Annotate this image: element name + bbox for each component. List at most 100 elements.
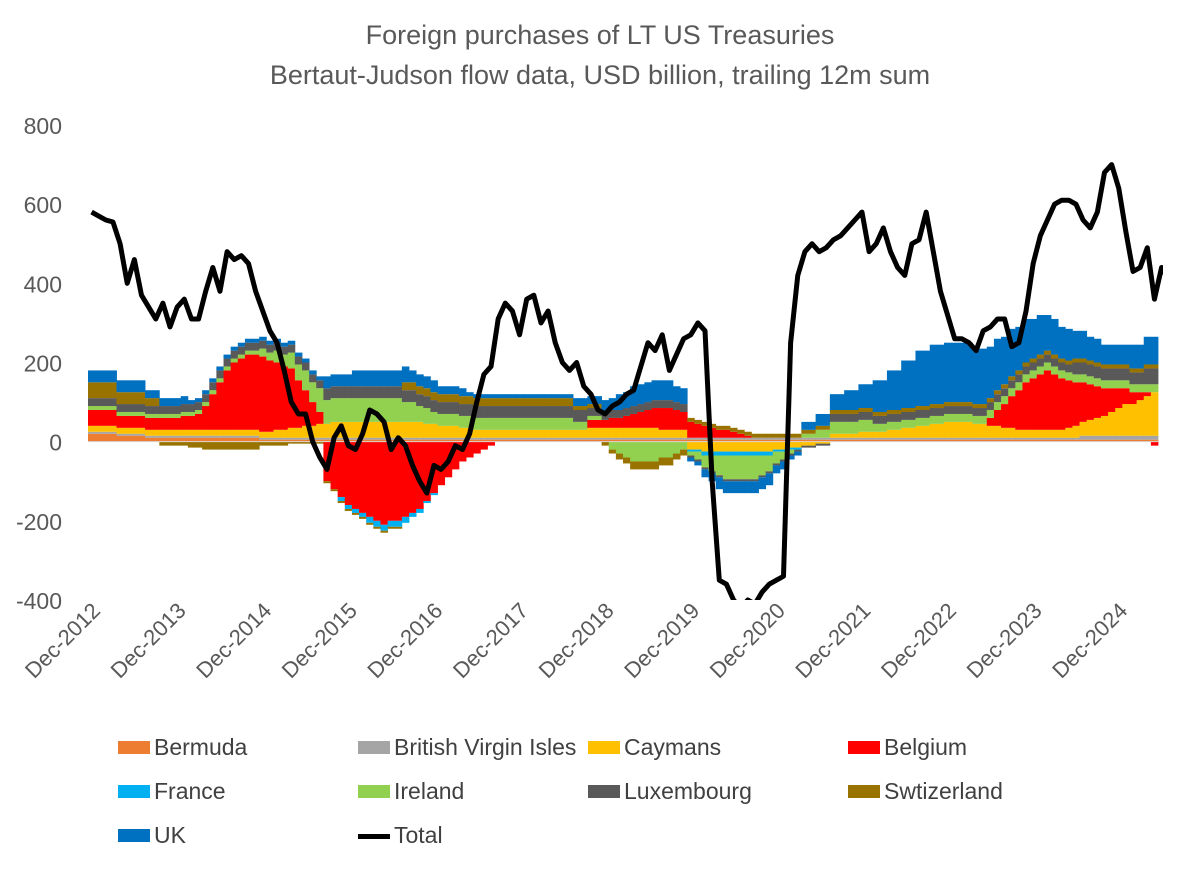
y-tick-label: -400 bbox=[16, 588, 62, 614]
bar-caymans bbox=[929, 423, 938, 438]
bar-british-virgin-isles bbox=[195, 435, 203, 438]
bar-bermuda bbox=[694, 439, 702, 442]
bar-belgium bbox=[644, 410, 652, 428]
bar-bermuda bbox=[744, 439, 752, 442]
bar-uk bbox=[173, 398, 182, 407]
bar-caymans bbox=[551, 429, 560, 438]
bar-swtizerland bbox=[558, 398, 567, 407]
bar-caymans bbox=[273, 429, 281, 438]
bar-british-virgin-isles bbox=[1036, 437, 1045, 440]
bar-british-virgin-isles bbox=[573, 437, 581, 440]
bar-ireland bbox=[316, 388, 324, 412]
legend-swatch bbox=[848, 741, 880, 754]
bar-swtizerland bbox=[487, 398, 495, 407]
bar-uk bbox=[516, 394, 524, 399]
bar-british-virgin-isles bbox=[166, 435, 174, 438]
bar-caymans bbox=[922, 425, 931, 438]
bar-british-virgin-isles bbox=[587, 437, 595, 440]
bar-luxembourg bbox=[159, 406, 167, 414]
bar-ireland bbox=[580, 421, 588, 430]
bar-swtizerland bbox=[294, 441, 303, 444]
bar-british-virgin-isles bbox=[1008, 437, 1016, 440]
bar-uk bbox=[216, 366, 224, 371]
chart-title: Foreign purchases of LT US Treasuries bbox=[365, 20, 835, 50]
bar-british-virgin-isles bbox=[109, 431, 117, 434]
bar-luxembourg bbox=[423, 396, 431, 409]
bar-british-virgin-isles bbox=[130, 433, 139, 436]
bar-luxembourg bbox=[458, 404, 467, 416]
bar-british-virgin-isles bbox=[986, 437, 995, 440]
bar-british-virgin-isles bbox=[765, 437, 774, 440]
bar-ireland bbox=[494, 417, 503, 430]
bar-swtizerland bbox=[180, 441, 189, 446]
bar-caymans bbox=[879, 431, 888, 438]
bar-british-virgin-isles bbox=[180, 435, 189, 438]
bar-bermuda bbox=[1122, 439, 1130, 442]
bar-belgium bbox=[173, 417, 182, 430]
bar-caymans bbox=[195, 429, 203, 436]
bar-bermuda bbox=[416, 439, 424, 442]
bar-british-virgin-isles bbox=[373, 437, 381, 440]
bar-caymans bbox=[630, 427, 638, 438]
bar-uk bbox=[730, 481, 738, 494]
bar-swtizerland bbox=[801, 429, 809, 434]
bar-ireland bbox=[1150, 384, 1159, 393]
bar-ireland bbox=[309, 382, 317, 403]
bar-luxembourg bbox=[1036, 358, 1045, 367]
bar-swtizerland bbox=[1150, 364, 1159, 369]
bar-uk bbox=[1093, 338, 1102, 363]
bar-uk bbox=[815, 413, 824, 426]
bar-luxembourg bbox=[551, 406, 560, 418]
bar-caymans bbox=[580, 429, 588, 438]
bar-uk bbox=[772, 465, 781, 474]
bar-caymans bbox=[1029, 429, 1038, 438]
bar-ireland bbox=[993, 402, 1002, 410]
bar-luxembourg bbox=[680, 404, 688, 412]
bar-luxembourg bbox=[544, 406, 553, 418]
bar-uk bbox=[1072, 330, 1080, 359]
bar-ireland bbox=[701, 455, 709, 468]
x-tick-label: Dec-2017 bbox=[448, 598, 533, 683]
bar-british-virgin-isles bbox=[929, 437, 938, 440]
bar-caymans bbox=[294, 427, 303, 438]
bar-belgium bbox=[601, 419, 610, 428]
bar-luxembourg bbox=[858, 411, 866, 420]
bar-british-virgin-isles bbox=[501, 437, 510, 440]
bar-swtizerland bbox=[730, 427, 738, 432]
bar-luxembourg bbox=[373, 386, 381, 399]
bar-belgium bbox=[437, 441, 446, 486]
bar-ireland bbox=[259, 348, 267, 357]
bar-swtizerland bbox=[344, 508, 353, 511]
bar-luxembourg bbox=[972, 408, 981, 416]
bar-british-virgin-isles bbox=[230, 435, 239, 438]
bar-uk bbox=[1100, 344, 1109, 365]
bar-luxembourg bbox=[580, 410, 588, 422]
bar-swtizerland bbox=[237, 441, 246, 450]
bar-caymans bbox=[437, 425, 446, 438]
bar-caymans bbox=[366, 421, 374, 438]
bar-british-virgin-isles bbox=[551, 437, 560, 440]
bar-swtizerland bbox=[722, 425, 731, 430]
bar-bermuda bbox=[494, 439, 503, 442]
bar-belgium bbox=[480, 441, 488, 450]
bar-ireland bbox=[1022, 374, 1030, 383]
bar-luxembourg bbox=[587, 408, 595, 416]
bar-luxembourg bbox=[944, 406, 952, 414]
bar-caymans bbox=[901, 427, 909, 438]
bar-swtizerland bbox=[230, 441, 239, 450]
bar-caymans bbox=[587, 427, 595, 438]
bar-ireland bbox=[237, 354, 246, 359]
bar-france bbox=[351, 508, 360, 513]
bar-uk bbox=[266, 340, 274, 345]
bar-bermuda bbox=[130, 435, 139, 442]
bar-uk bbox=[437, 386, 446, 395]
bar-uk bbox=[737, 481, 745, 494]
bar-ireland bbox=[872, 423, 881, 432]
bar-caymans bbox=[202, 429, 210, 436]
bar-france bbox=[387, 520, 396, 527]
bar-caymans bbox=[458, 427, 467, 438]
bar-ireland bbox=[758, 455, 767, 476]
bar-bermuda bbox=[1108, 439, 1116, 442]
bar-uk bbox=[337, 374, 346, 387]
bar-luxembourg bbox=[687, 455, 695, 458]
